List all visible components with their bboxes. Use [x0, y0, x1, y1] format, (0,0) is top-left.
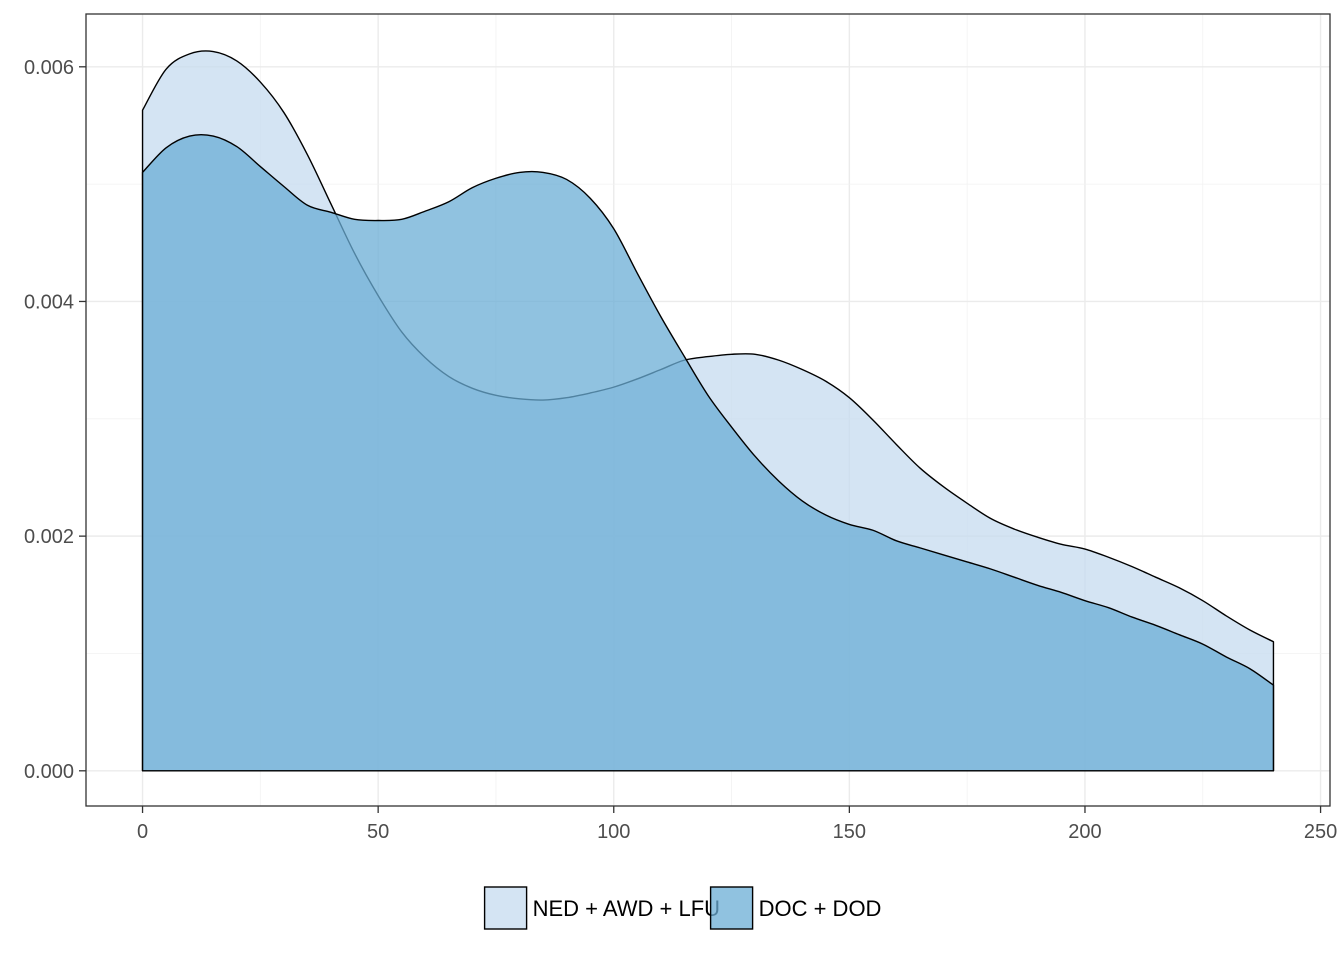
- legend: NED + AWD + LFU DOC + DOD: [483, 886, 882, 930]
- x-axis-tick-label: 200: [1068, 821, 1101, 843]
- y-axis-tick-label: 0.004: [24, 291, 74, 313]
- legend-key-series-1: [483, 886, 528, 930]
- density-area-series-2: [141, 133, 1275, 772]
- x-axis-tick-label: 100: [597, 821, 630, 843]
- x-axis-tick-label: 250: [1304, 821, 1337, 843]
- x-axis-tick-label: 0: [137, 821, 148, 843]
- y-axis-tick-label: 0.002: [24, 526, 74, 548]
- y-axis-tick-label: 0.006: [24, 57, 74, 79]
- legend-key-series-2: [709, 886, 754, 930]
- axes: 0 50 100 150 200 250 0.000 0.002 0.004 0.006: [24, 57, 1337, 843]
- x-axis-tick-label: 150: [833, 821, 866, 843]
- legend-label-series-2: DOC + DOD: [759, 896, 882, 921]
- x-axis-tick-label: 50: [367, 821, 389, 843]
- density-areas: [141, 50, 1275, 772]
- legend-label-series-1: NED + AWD + LFU: [533, 896, 720, 921]
- y-axis-tick-label: 0.000: [24, 761, 74, 783]
- plot-panel-border: [85, 13, 1331, 807]
